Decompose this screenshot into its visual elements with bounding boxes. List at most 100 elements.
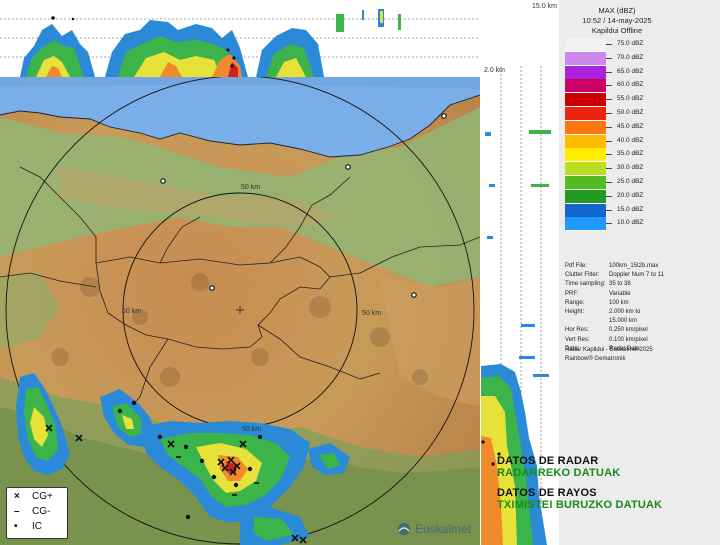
scale-label: 45.0 dBZ bbox=[617, 122, 644, 130]
scale-row: 50.0 dBZ bbox=[565, 107, 715, 121]
meta-value: Radar Data bbox=[609, 345, 640, 352]
radar-metadata: Pdf File: 100km_15t2b.max Clutter Filter: D… bbox=[565, 262, 715, 354]
scale-label: 50.0 dBZ bbox=[617, 109, 644, 116]
meta-key bbox=[565, 317, 609, 326]
scale-tick bbox=[606, 182, 612, 183]
meta-value: 35 to 38 bbox=[609, 281, 631, 288]
side-profile-svg bbox=[481, 66, 551, 545]
scale-swatch bbox=[565, 38, 606, 52]
scale-label: 25.0 dBZ bbox=[617, 178, 644, 185]
overlay-radar-es: DATOS DE RADAR bbox=[497, 455, 599, 467]
cg-pos-icon: × bbox=[14, 491, 20, 502]
scale-tick bbox=[606, 57, 612, 59]
scale-swatch bbox=[565, 217, 606, 232]
scale-row: 30.0 dBZ bbox=[565, 162, 715, 177]
scale-swatch bbox=[565, 189, 606, 204]
scale-tick bbox=[606, 154, 612, 156]
legend-cg-pos: × CG+ bbox=[14, 491, 53, 502]
meta-key: Height: bbox=[565, 309, 585, 316]
meta-value: Doppler Num 7 to 11 bbox=[609, 272, 664, 279]
meta-row: PRF: Variable bbox=[565, 290, 715, 299]
scale-label: 70.0 dBZ bbox=[617, 53, 644, 61]
scale-label: 15.0 dBZ bbox=[617, 205, 644, 213]
scale-label: 10.0 dBZ bbox=[617, 219, 644, 227]
top-height-label: 15.0 km bbox=[532, 3, 557, 10]
watermark-text: Euskalmet bbox=[415, 522, 472, 536]
side-echo-cells bbox=[481, 130, 551, 545]
scale-tick bbox=[606, 195, 612, 197]
meta-row: Time sampling: 35 to 38 bbox=[565, 280, 715, 289]
scale-tick bbox=[606, 140, 612, 142]
meta-key: Hor Res: bbox=[565, 327, 589, 334]
scale-row: 10.0 dBZ bbox=[565, 217, 715, 232]
legend-ic-label: IC bbox=[32, 521, 42, 532]
panel-header: MAX (dBZ) 10:52 / 14-may-2025 Kapildui O… bbox=[559, 6, 675, 36]
credit-software: Rainbow® Gematronik bbox=[565, 356, 626, 363]
scale-swatch bbox=[565, 79, 606, 94]
scale-swatch bbox=[565, 107, 606, 121]
scale-tick bbox=[606, 113, 612, 114]
scale-label: 30.0 dBZ bbox=[617, 164, 644, 172]
meta-key: Time sampling: bbox=[565, 281, 606, 288]
dbz-color-scale: 75.0 dBZ 70.0 dBZ 65.0 dBZ 60.0 dBZ 55.0 dBZ… bbox=[559, 38, 720, 238]
scale-swatch bbox=[565, 120, 606, 135]
scale-tick bbox=[606, 99, 612, 101]
meta-row: Clutter Filter: Doppler Num 7 to 11 bbox=[565, 271, 715, 280]
scale-row: 25.0 dBZ bbox=[565, 176, 715, 190]
ic-icon: • bbox=[14, 521, 18, 532]
overlay-radar-eu: RADARREKO DATUAK bbox=[497, 467, 621, 479]
scale-swatch bbox=[565, 51, 606, 66]
meta-row: Data: Radar Data bbox=[565, 345, 715, 354]
meta-value: 0.100 km/pixel bbox=[609, 336, 648, 343]
scale-tick bbox=[606, 44, 612, 45]
meta-key: Pdf File: bbox=[565, 263, 588, 269]
lightning-markers bbox=[45, 400, 307, 544]
scale-tick bbox=[606, 85, 612, 87]
meta-value: 2.000 km to bbox=[609, 309, 641, 316]
meta-key: Clutter Filter: bbox=[565, 272, 600, 279]
meta-value: 15.000 km bbox=[609, 318, 638, 325]
meta-value: Variable bbox=[609, 290, 631, 297]
side-height-label: 2.0 km bbox=[484, 67, 506, 74]
euskalmet-watermark: Euskalmet bbox=[397, 522, 471, 536]
meta-row: Vert Res: 0.100 km/pixel bbox=[565, 336, 715, 345]
scale-swatch bbox=[565, 93, 606, 108]
cg-neg-icon: – bbox=[14, 506, 20, 517]
info-panel: MAX (dBZ) 10:52 / 14-may-2025 Kapildui O… bbox=[559, 0, 720, 545]
legend-ic: • IC bbox=[14, 521, 42, 532]
scale-row: 35.0 dBZ bbox=[565, 148, 715, 163]
scale-swatch bbox=[565, 176, 606, 190]
meta-key: Vert Res: bbox=[565, 336, 590, 343]
scale-row: 40.0 dBZ bbox=[565, 134, 715, 149]
scale-row: 15.0 dBZ bbox=[565, 203, 715, 218]
legend-cg-neg: – CG- bbox=[14, 506, 50, 517]
scale-swatch bbox=[565, 203, 606, 218]
overlay-rayos-es: DATOS DE RAYOS bbox=[497, 487, 597, 499]
credits: Radar Kapildui - Euskalmet 2025 Rainbow®… bbox=[565, 346, 653, 364]
scale-swatch bbox=[565, 65, 606, 80]
scale-label: 60.0 dBZ bbox=[617, 81, 644, 89]
scale-tick bbox=[606, 209, 612, 211]
scale-row: 60.0 dBZ bbox=[565, 79, 715, 94]
top-profile-svg bbox=[0, 9, 480, 77]
meta-row: Pdf File: 100km_15t2b.max bbox=[565, 262, 715, 271]
scale-swatch bbox=[565, 148, 606, 163]
range-label-south: 50 km bbox=[242, 426, 262, 433]
scale-row: 65.0 dBZ bbox=[565, 65, 715, 80]
overlay-rayos-eu: TXIMISTEI BURUZKO DATUAK bbox=[497, 499, 663, 511]
legend-cg-neg-label: CG- bbox=[32, 506, 51, 517]
scale-label: 20.0 dBZ bbox=[617, 191, 644, 199]
scale-row: 20.0 dBZ bbox=[565, 189, 715, 204]
meta-row: Height: 2.000 km to bbox=[565, 308, 715, 317]
scale-label: 75.0 dBZ bbox=[617, 40, 644, 47]
scale-tick bbox=[606, 71, 612, 73]
radar-map-svg bbox=[0, 77, 480, 545]
meta-value: 100km_15t2b.max bbox=[609, 263, 659, 269]
scale-swatch bbox=[565, 162, 606, 177]
meta-value: 100 km bbox=[609, 299, 629, 306]
range-label-east: 50 km bbox=[362, 310, 382, 317]
scale-label: 40.0 dBZ bbox=[617, 136, 644, 144]
euskalmet-logo-icon bbox=[398, 523, 410, 535]
lightning-legend: × CG+ – CG- • IC bbox=[6, 487, 68, 539]
credit-radar: Radar Kapildui - Euskalmet 2025 bbox=[565, 347, 653, 353]
